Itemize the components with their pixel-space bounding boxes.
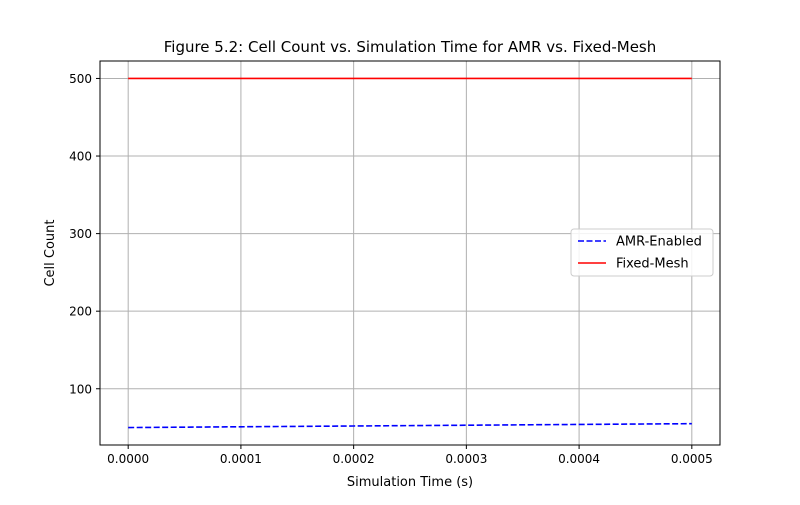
x-axis-label: Simulation Time (s) [347,475,473,490]
x-tick-label: 0.0000 [107,452,149,466]
x-tick-label: 0.0001 [220,452,262,466]
y-tick-label: 100 [69,382,92,396]
legend-label: AMR-Enabled [616,235,702,250]
plot-frame [99,60,721,446]
y-tick-label: 500 [69,72,92,86]
y-tick-label: 300 [69,227,92,241]
chart-title: Figure 5.2: Cell Count vs. Simulation Ti… [164,38,657,56]
x-tick-label: 0.0002 [333,452,375,466]
y-axis-label: Cell Count [43,219,58,286]
legend: AMR-Enabled Fixed-Mesh [570,228,714,277]
tick-layer: 0.0000 0.0001 0.0002 0.0003 0.0004 0.0005 100 2… [69,72,713,466]
x-tick-label: 0.0003 [445,452,487,466]
y-tick-label: 200 [69,305,92,319]
legend-label: Fixed-Mesh [616,257,689,272]
x-tick-label: 0.0005 [671,452,713,466]
x-tick-label: 0.0004 [558,452,600,466]
legend-box [570,228,714,277]
series-line-amr-enabled [128,422,692,429]
y-tick-label: 400 [69,150,92,164]
series-layer [128,77,692,429]
